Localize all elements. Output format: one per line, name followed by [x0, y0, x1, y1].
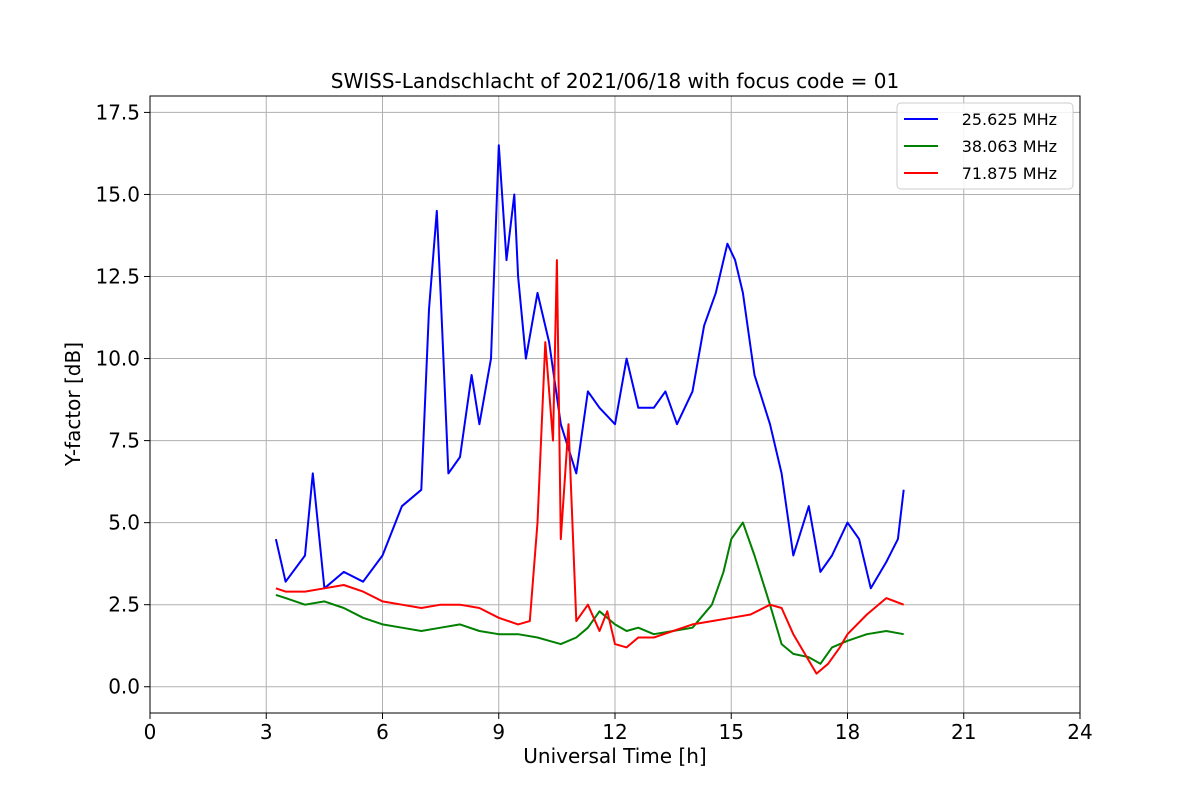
x-tick-label: 12 [602, 720, 627, 744]
x-tick-label: 18 [835, 720, 860, 744]
x-axis-label: Universal Time [h] [523, 744, 706, 768]
chart-title: SWISS-Landschlacht of 2021/06/18 with fo… [331, 69, 899, 93]
series-line-1 [274, 144, 905, 590]
legend-label: 25.625 MHz [962, 110, 1057, 129]
legend-box [896, 102, 1074, 190]
y-tick-label: 10.0 [95, 347, 140, 371]
series-line-2 [275, 521, 904, 665]
x-tick-label: 9 [492, 720, 505, 744]
y-tick-label: 15.0 [95, 182, 140, 206]
x-tick-label: 15 [719, 720, 744, 744]
y-tick-label: 0.0 [108, 675, 140, 699]
series-line-3 [275, 259, 905, 675]
x-tick-label: 21 [951, 720, 976, 744]
series-layer [274, 144, 905, 675]
x-tick-label: 24 [1067, 720, 1092, 744]
x-tick-label: 6 [376, 720, 389, 744]
x-tick-label: 0 [144, 720, 157, 744]
y-tick-label: 2.5 [108, 593, 140, 617]
y-tick-label: 7.5 [108, 429, 140, 453]
legend-label: 71.875 MHz [962, 164, 1057, 183]
legend: 25.625 MHz 38.063 MHz 71.875 MHz [896, 102, 1074, 190]
ticks: 0 3 6 9 12 15 18 21 24 0.0 2.5 5.0 7.5 10.0 12.5 15.0 17… [95, 100, 1092, 744]
y-axis-label: Y-factor [dB] [61, 342, 85, 467]
y-tick-label: 17.5 [95, 100, 140, 124]
y-tick-label: 5.0 [108, 511, 140, 535]
y-tick-label: 12.5 [95, 265, 140, 289]
x-tick-label: 3 [260, 720, 273, 744]
legend-label: 38.063 MHz [962, 137, 1057, 156]
